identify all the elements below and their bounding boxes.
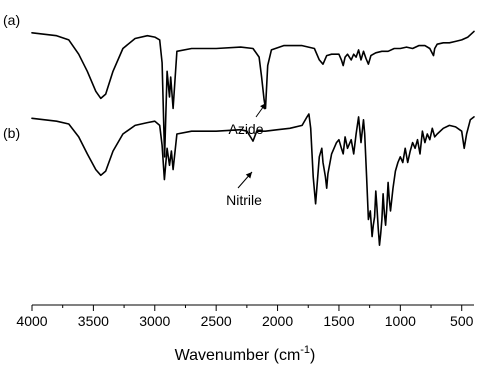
- x-axis-title: Wavenumber (cm-1): [175, 344, 316, 364]
- panel-label-b: (b): [3, 125, 20, 141]
- x-tick-label-2000: 2000: [262, 313, 293, 329]
- x-axis-title-superscript: -1: [300, 344, 310, 356]
- series-line-a: [31, 30, 475, 158]
- panel-label-a: (a): [3, 12, 20, 28]
- x-tick-label-1000: 1000: [385, 313, 416, 329]
- x-tick-label-1500: 1500: [323, 313, 354, 329]
- x-axis-title-text: Wavenumber (cm: [175, 347, 301, 364]
- annotation-azide: Azide: [228, 121, 263, 137]
- x-tick-label-3500: 3500: [78, 313, 109, 329]
- annotation-nitrile: Nitrile: [226, 192, 262, 208]
- x-tick-label-500: 500: [450, 313, 474, 329]
- series-layer: [31, 30, 475, 246]
- x-tick-label-4000: 4000: [16, 313, 47, 329]
- x-axis: 4000 3500 3000 2500 2000 1500 1000 500: [16, 304, 474, 329]
- annotation-arrowhead-nitrile: [245, 172, 252, 179]
- annotation-arrowhead-azide: [260, 103, 266, 110]
- series-line-b: [31, 113, 475, 246]
- x-axis-title-close: ): [310, 347, 315, 364]
- label-layer: (a) (b) Azide Nitrile: [3, 12, 267, 208]
- x-tick-label-2500: 2500: [201, 313, 232, 329]
- x-tick-label-3000: 3000: [139, 313, 170, 329]
- x-ticks: 4000 3500 3000 2500 2000 1500 1000 500: [16, 305, 474, 329]
